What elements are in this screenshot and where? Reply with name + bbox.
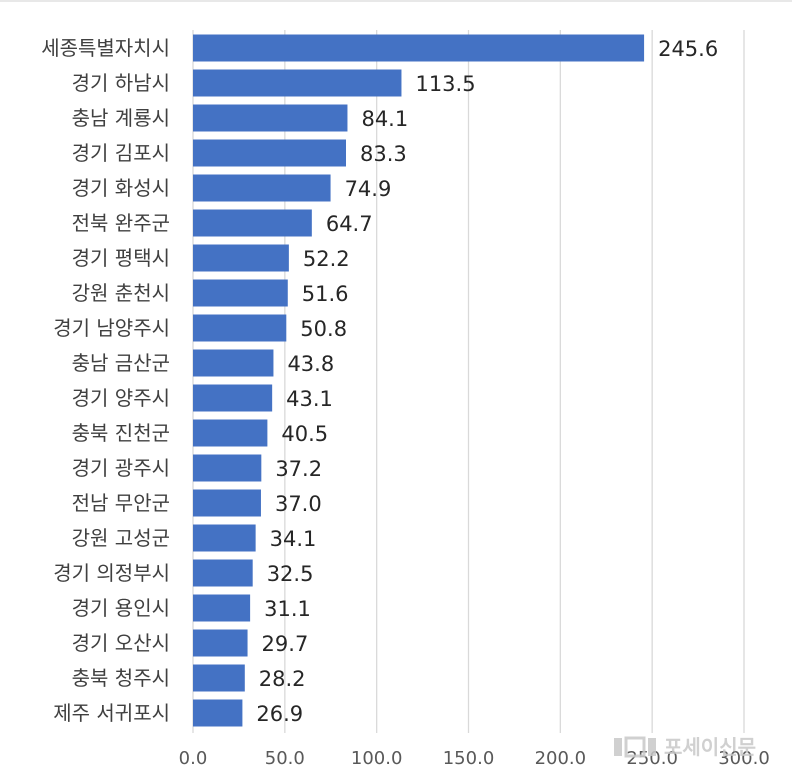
category-label: 경기 양주시 <box>72 386 170 410</box>
value-label: 43.1 <box>286 387 333 411</box>
value-label: 28.2 <box>259 667 306 691</box>
x-tick-label: 0.0 <box>179 748 208 769</box>
bar <box>193 419 268 447</box>
bar <box>193 104 348 132</box>
bar <box>193 34 645 62</box>
category-label: 경기 오산시 <box>72 631 170 655</box>
bar <box>193 69 402 97</box>
value-label: 245.6 <box>658 37 718 61</box>
category-label: 충북 청주시 <box>72 666 170 690</box>
bar <box>193 664 245 692</box>
bar <box>193 349 274 377</box>
x-tick-label: 150.0 <box>443 748 495 769</box>
category-label: 경기 평택시 <box>72 246 170 270</box>
grid-layer <box>192 30 745 733</box>
bar <box>193 454 262 482</box>
value-label: 50.8 <box>300 317 347 341</box>
value-label: 52.2 <box>303 247 350 271</box>
category-label: 충남 계룡시 <box>72 106 170 130</box>
value-label: 26.9 <box>256 702 303 726</box>
x-tick-label: 200.0 <box>535 748 587 769</box>
category-label: 경기 하남시 <box>72 71 170 95</box>
value-label: 31.1 <box>264 597 311 621</box>
category-label: 세종특별자치시 <box>41 36 170 60</box>
value-label: 51.6 <box>302 282 349 306</box>
bar <box>193 524 256 552</box>
category-label: 경기 김포시 <box>72 141 170 165</box>
x-tick-label: 50.0 <box>265 748 305 769</box>
category-label: 경기 의정부시 <box>53 561 170 585</box>
value-label: 84.1 <box>361 107 408 131</box>
category-label: 강원 춘천시 <box>72 281 170 305</box>
value-label: 113.5 <box>415 72 475 96</box>
bar <box>193 384 273 412</box>
value-label: 37.0 <box>275 492 322 516</box>
x-tick-label: 300.0 <box>718 748 770 769</box>
bar <box>193 279 288 307</box>
bar <box>193 629 248 657</box>
x-tick-label: 100.0 <box>351 748 403 769</box>
bar <box>193 174 331 202</box>
category-label: 경기 남양주시 <box>53 316 170 340</box>
value-label: 43.8 <box>287 352 334 376</box>
category-label: 경기 화성시 <box>72 176 170 200</box>
value-label: 32.5 <box>267 562 314 586</box>
value-label: 64.7 <box>326 212 373 236</box>
label-layer: 세종특별자치시 245.6 경기 하남시 113.5 충남 계룡시 84.1 경기 김포시 8… <box>41 36 718 726</box>
category-label: 경기 용인시 <box>72 596 170 620</box>
bar <box>193 314 287 342</box>
x-axis-ticks: 0.0 50.0 100.0 150.0 200.0 250.0 300.0 <box>179 748 770 769</box>
bar <box>193 594 251 622</box>
value-label: 29.7 <box>262 632 309 656</box>
value-label: 34.1 <box>270 527 317 551</box>
bar <box>193 559 253 587</box>
value-label: 37.2 <box>275 457 322 481</box>
value-label: 40.5 <box>281 422 328 446</box>
bar-layer <box>193 34 645 727</box>
category-label: 충북 진천군 <box>72 421 170 445</box>
watermark-text: 포세이신문 <box>664 735 756 759</box>
bar <box>193 489 261 517</box>
watermark-logo: 포세이신문 <box>614 735 756 759</box>
category-label: 제주 서귀포시 <box>53 701 170 725</box>
category-label: 강원 고성군 <box>72 526 170 550</box>
bar <box>193 699 243 727</box>
category-label: 경기 광주시 <box>72 456 170 480</box>
category-label: 충남 금산군 <box>72 351 170 375</box>
value-label: 74.9 <box>345 177 392 201</box>
x-tick-label: 250.0 <box>626 748 678 769</box>
bar <box>193 244 289 272</box>
bar <box>193 209 312 237</box>
category-label: 전남 무안군 <box>72 491 170 515</box>
bar <box>193 139 346 167</box>
value-label: 83.3 <box>360 142 407 166</box>
category-label: 전북 완주군 <box>72 211 170 235</box>
